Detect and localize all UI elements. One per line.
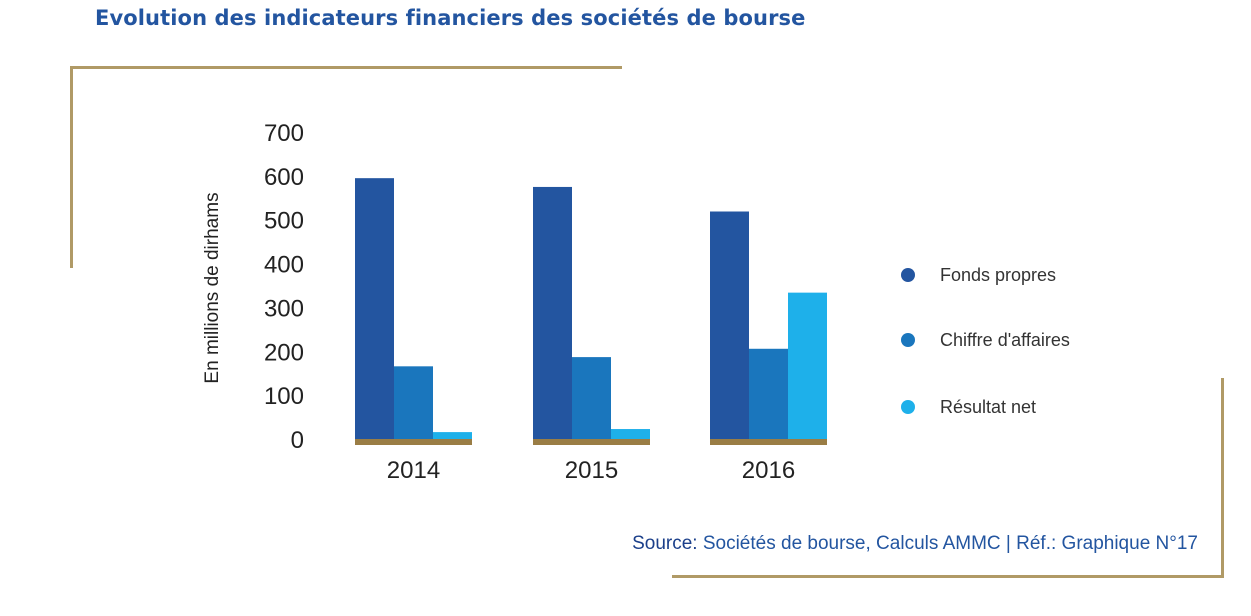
- source-label: Source:: [632, 533, 698, 554]
- x-tick-label: 2014: [387, 457, 440, 484]
- legend-marker: [901, 333, 915, 347]
- frame-top-line: [70, 66, 622, 69]
- category-baseline: [710, 439, 827, 445]
- bar-2015-series-2: [611, 429, 650, 440]
- category-baseline: [355, 439, 472, 445]
- legend-item-resultat-net: Résultat net: [901, 394, 1036, 420]
- y-tick-label: 200: [264, 339, 304, 366]
- legend-label: Chiffre d'affaires: [940, 329, 1070, 350]
- bar-2015-series-1: [572, 357, 611, 440]
- bar-2016-series-0: [710, 211, 749, 440]
- y-tick-label: 100: [264, 383, 304, 410]
- y-tick-label: 0: [291, 427, 304, 454]
- bar-2016-series-2: [788, 292, 827, 440]
- y-tick-label: 500: [264, 208, 304, 235]
- legend-marker: [901, 400, 915, 414]
- bar-2014-series-0: [355, 178, 394, 440]
- y-axis-label: En millions de dirhams: [202, 192, 223, 383]
- source-note: Source: Sociétés de bourse, Calculs AMMC…: [632, 533, 1198, 555]
- bar-2014-series-2: [433, 432, 472, 440]
- bar-2014-series-1: [394, 366, 433, 440]
- y-tick-label: 300: [264, 295, 304, 322]
- bar-2015-series-0: [533, 186, 572, 440]
- legend-label: Fonds propres: [940, 264, 1057, 285]
- x-tick-label: 2015: [565, 457, 618, 484]
- legend-marker: [901, 268, 915, 282]
- legend-item-chiffre-affaires: Chiffre d'affaires: [901, 327, 1070, 353]
- frame-bottom-line: [672, 575, 1224, 578]
- y-tick-label: 600: [264, 164, 304, 191]
- bar-2016-series-1: [749, 348, 788, 440]
- frame-left-line: [70, 66, 73, 268]
- y-tick-label: 400: [264, 252, 304, 279]
- y-tick-label: 700: [264, 120, 304, 147]
- legend-item-fonds-propres: Fonds propres: [901, 262, 1056, 288]
- frame-right-line: [1221, 378, 1224, 578]
- legend-label: Résultat net: [940, 396, 1037, 417]
- source-text: Sociétés de bourse, Calculs AMMC | Réf.:…: [702, 533, 1198, 554]
- category-baseline: [533, 439, 650, 445]
- x-tick-label: 2016: [742, 457, 795, 484]
- chart-title: Evolution des indicateurs financiers des…: [95, 6, 806, 30]
